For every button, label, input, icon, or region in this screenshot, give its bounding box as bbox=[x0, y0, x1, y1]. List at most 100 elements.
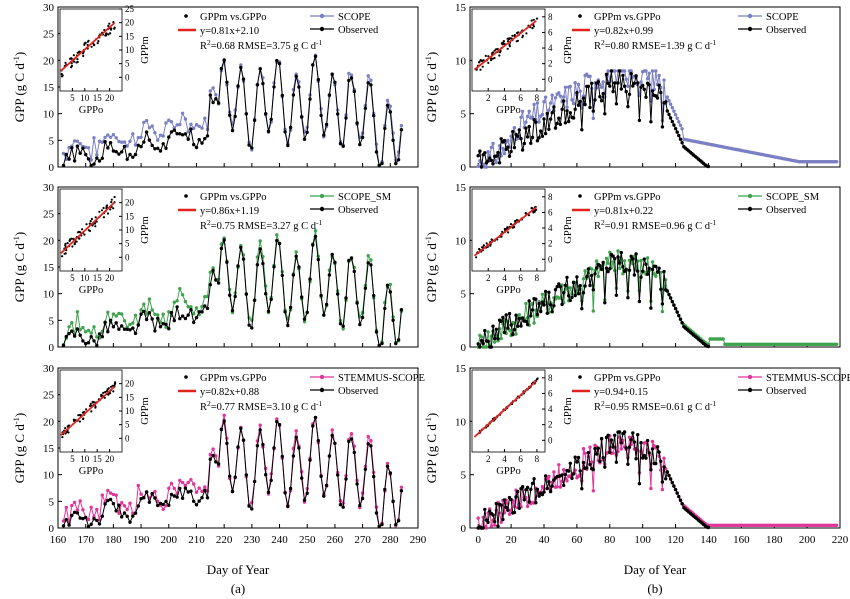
series-point-obs bbox=[478, 149, 482, 153]
series-point-obs bbox=[626, 462, 630, 466]
series-point-model bbox=[189, 478, 193, 482]
series-point-obs bbox=[180, 314, 185, 318]
series-point-model bbox=[369, 258, 373, 262]
series-point-obs bbox=[524, 126, 528, 130]
series-point-obs bbox=[255, 83, 260, 87]
series-point-model bbox=[604, 256, 609, 261]
series-point-model bbox=[61, 151, 66, 156]
inset-point bbox=[532, 25, 536, 28]
series-point-obs bbox=[319, 474, 323, 479]
series-point-model bbox=[161, 312, 165, 316]
series-point-obs bbox=[535, 139, 540, 143]
series-point-obs bbox=[657, 450, 661, 454]
series-point-obs bbox=[92, 339, 96, 343]
series-point-obs bbox=[543, 131, 548, 136]
series-point-obs bbox=[78, 516, 82, 520]
series-point-obs bbox=[580, 307, 584, 311]
inset-point bbox=[491, 52, 494, 55]
series-point-obs bbox=[514, 313, 518, 317]
series-point-obs bbox=[61, 343, 66, 348]
series-point-obs bbox=[360, 496, 365, 501]
series-point-obs bbox=[205, 134, 210, 138]
series-point-obs bbox=[64, 518, 69, 522]
inset-y-label: GPPm bbox=[140, 36, 151, 63]
inset-x-tick-label: 8 bbox=[535, 273, 540, 283]
series-point-obs bbox=[483, 507, 487, 512]
inset-y-tick-label: 10 bbox=[125, 45, 135, 55]
inset-y-tick-label: 8 bbox=[548, 373, 553, 383]
inset-point bbox=[76, 58, 79, 61]
series-point-obs bbox=[167, 135, 171, 139]
series-point-obs bbox=[593, 98, 597, 102]
y-tick-label: 5 bbox=[49, 135, 55, 147]
series-point-obs bbox=[280, 93, 284, 98]
series-point-obs bbox=[583, 284, 587, 288]
fit-stats: R2=0.95 RMSE=0.61 g C d-1 bbox=[594, 399, 716, 413]
legend-obs-label: Observed bbox=[338, 25, 379, 36]
series-point-obs bbox=[512, 145, 517, 150]
series-point-obs bbox=[106, 146, 110, 150]
series-point-model bbox=[81, 508, 85, 512]
series-point-obs bbox=[617, 69, 622, 73]
inset-y-tick-label: 5 bbox=[125, 239, 130, 249]
series-point-model bbox=[548, 101, 553, 105]
series-point-obs bbox=[349, 76, 354, 80]
inset-x-tick-label: 5 bbox=[70, 454, 75, 464]
series-point-obs bbox=[647, 451, 651, 455]
series-point-model bbox=[616, 249, 620, 253]
series-point-obs bbox=[571, 472, 576, 476]
x-axis-label-a: Day of Year bbox=[207, 562, 270, 577]
series-point-model bbox=[128, 139, 132, 143]
series-point-obs bbox=[575, 275, 579, 279]
legend-model-label: SCOPE_SM bbox=[766, 192, 820, 203]
legend-model-marker bbox=[747, 13, 753, 19]
fit-equation: y=0.82x+0.88 bbox=[200, 387, 259, 398]
x-tick-label: 40 bbox=[539, 534, 551, 546]
series-point-model bbox=[499, 336, 503, 341]
series-point-obs bbox=[560, 107, 564, 112]
series-point-model bbox=[114, 314, 118, 318]
series-point-obs bbox=[84, 515, 88, 520]
series-point-obs bbox=[568, 111, 572, 115]
inset-point bbox=[88, 404, 92, 407]
series-point-obs bbox=[659, 287, 663, 291]
inset-point bbox=[107, 24, 110, 28]
series-point-obs bbox=[219, 246, 224, 251]
series-point-obs bbox=[261, 81, 265, 86]
inset-point bbox=[532, 18, 535, 21]
series-point-obs bbox=[233, 294, 237, 299]
series-point-obs bbox=[668, 116, 673, 120]
series-point-obs bbox=[537, 301, 541, 306]
series-point-obs bbox=[67, 157, 71, 161]
series-point-obs bbox=[380, 161, 384, 166]
series-point-model bbox=[493, 340, 497, 344]
series-point-obs bbox=[308, 458, 312, 462]
series-point-obs bbox=[591, 288, 595, 292]
series-point-obs bbox=[128, 328, 132, 332]
inset-x-tick-label: 6 bbox=[518, 273, 523, 283]
series-point-obs bbox=[649, 120, 653, 124]
x-tick-label: 120 bbox=[667, 534, 684, 546]
series-point-obs bbox=[568, 461, 572, 465]
series-point-obs bbox=[608, 450, 612, 455]
series-point-obs bbox=[672, 123, 676, 127]
series-point-obs bbox=[294, 254, 298, 258]
series-point-obs bbox=[550, 310, 554, 314]
series-point-model bbox=[125, 507, 129, 512]
series-point-obs bbox=[111, 149, 116, 153]
series-point-model bbox=[106, 310, 110, 314]
series-point-model bbox=[517, 313, 521, 317]
series-point-obs bbox=[228, 293, 232, 297]
inset-point bbox=[77, 414, 80, 417]
series-point-model bbox=[120, 501, 124, 505]
series-point-obs bbox=[341, 324, 345, 328]
series-point-obs bbox=[576, 103, 581, 107]
series-point-obs bbox=[380, 341, 384, 346]
inset-x-tick-label: 20 bbox=[105, 273, 115, 283]
series-point-obs bbox=[659, 90, 663, 95]
series-point-model bbox=[153, 131, 157, 135]
series-point-obs bbox=[668, 296, 673, 300]
y-tick-label: 10 bbox=[43, 289, 55, 301]
series-point-obs bbox=[388, 471, 392, 475]
